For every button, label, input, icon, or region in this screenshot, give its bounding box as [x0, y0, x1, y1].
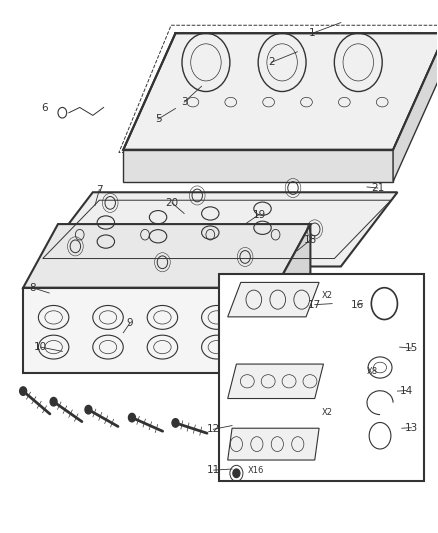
- Text: 21: 21: [371, 183, 385, 193]
- Text: 9: 9: [127, 318, 133, 328]
- Text: X2: X2: [321, 292, 332, 300]
- Text: 14: 14: [399, 385, 413, 395]
- Text: 10: 10: [34, 342, 47, 352]
- Text: 11: 11: [207, 465, 220, 475]
- Polygon shape: [228, 282, 319, 317]
- Text: X2: X2: [321, 408, 332, 417]
- Text: 12: 12: [207, 424, 220, 434]
- Polygon shape: [23, 224, 311, 288]
- Text: 20: 20: [166, 198, 179, 208]
- Text: 3: 3: [181, 97, 187, 107]
- Text: 2: 2: [268, 58, 275, 67]
- Text: 8: 8: [29, 282, 36, 293]
- Text: 13: 13: [405, 423, 418, 433]
- Polygon shape: [36, 192, 397, 266]
- Text: 7: 7: [96, 184, 102, 195]
- Text: 18: 18: [304, 235, 317, 245]
- Text: 19: 19: [252, 209, 266, 220]
- Text: 5: 5: [155, 114, 161, 124]
- Circle shape: [128, 414, 135, 422]
- Circle shape: [233, 469, 240, 478]
- Circle shape: [20, 387, 27, 395]
- Polygon shape: [228, 428, 319, 460]
- Text: 1: 1: [309, 28, 316, 38]
- Text: 17: 17: [308, 300, 321, 310]
- Circle shape: [50, 398, 57, 406]
- Polygon shape: [123, 150, 393, 182]
- Text: X8: X8: [367, 367, 378, 376]
- Bar: [219, 274, 424, 481]
- Polygon shape: [393, 33, 438, 182]
- Text: 16: 16: [351, 300, 364, 310]
- Polygon shape: [228, 364, 323, 399]
- Polygon shape: [276, 224, 311, 373]
- Circle shape: [172, 419, 179, 427]
- Polygon shape: [123, 33, 438, 150]
- Text: X16: X16: [247, 466, 264, 475]
- Text: 15: 15: [405, 343, 418, 353]
- Polygon shape: [23, 288, 276, 373]
- Text: 6: 6: [42, 103, 48, 114]
- Circle shape: [85, 406, 92, 414]
